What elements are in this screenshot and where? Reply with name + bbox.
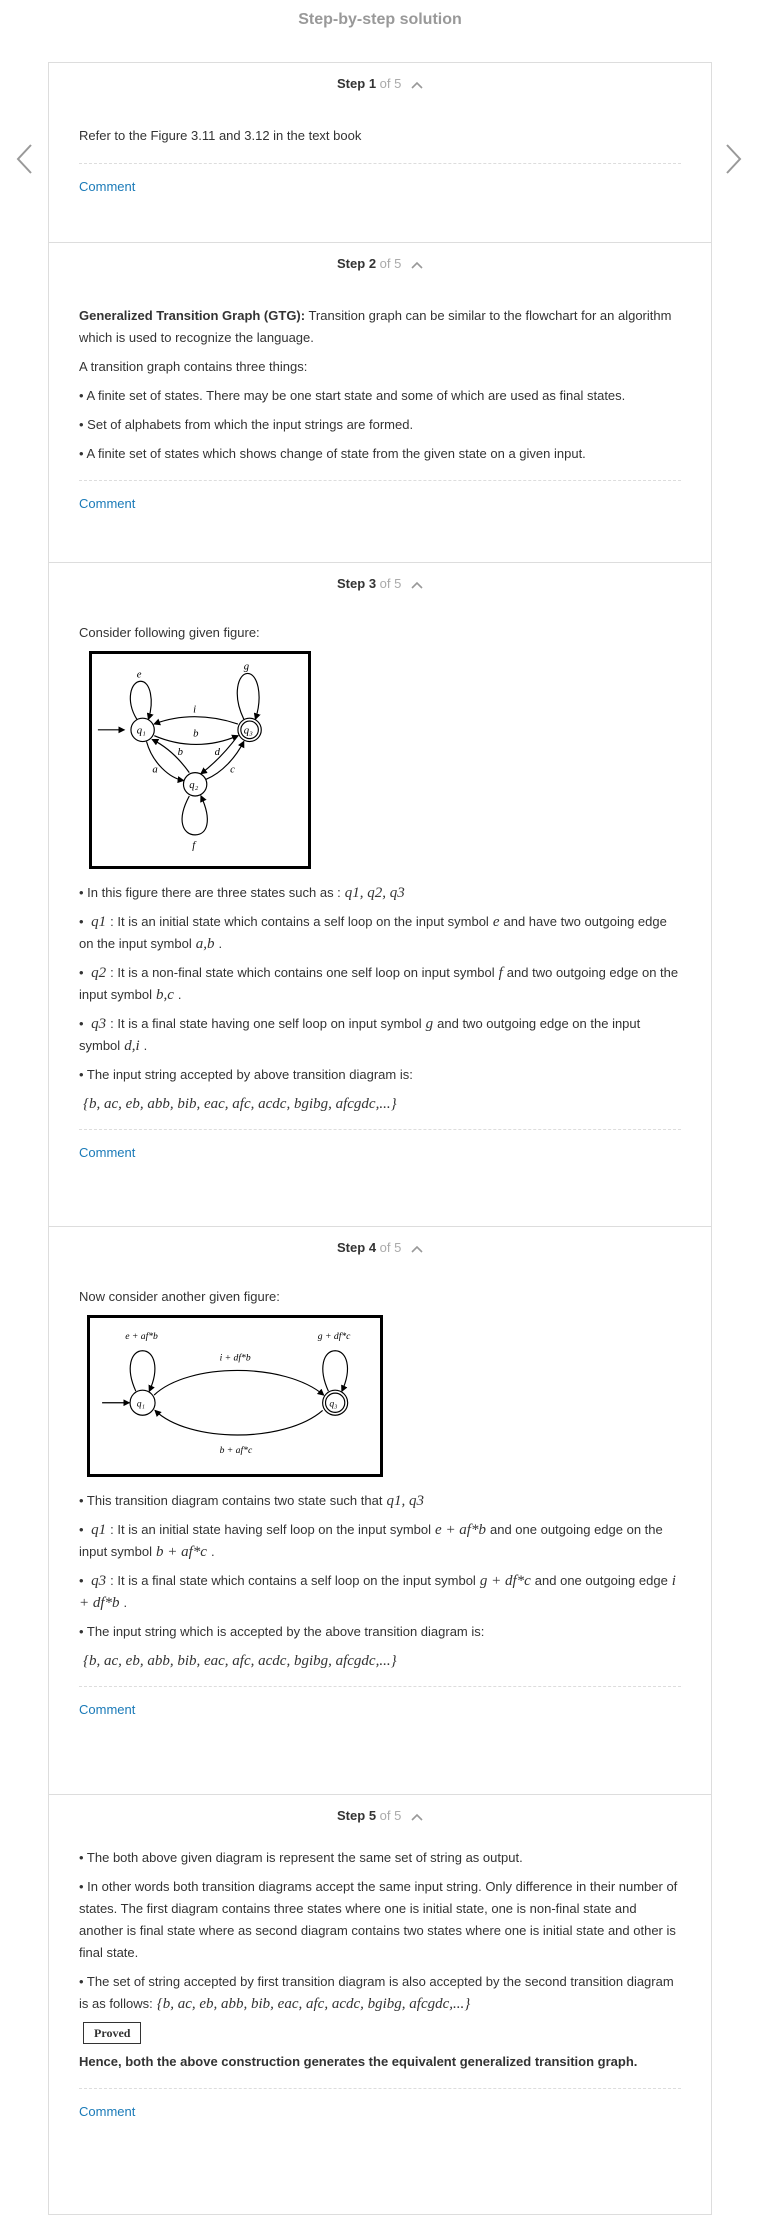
chevron-up-icon[interactable] <box>411 581 423 589</box>
proved-badge: Proved <box>83 2022 142 2044</box>
edge-label: g <box>244 661 250 673</box>
intro-text: A transition graph contains three things… <box>79 359 308 374</box>
string-set: {b, ac, eb, abb, bib, eac, afc, acdc, bg… <box>83 1096 397 1112</box>
list-item: • q2: It is a non-final state which cont… <box>79 965 679 1003</box>
comment-link[interactable]: Comment <box>79 1702 136 1717</box>
step-label: Step 2 <box>337 256 377 271</box>
step-count: of 5 <box>379 256 402 271</box>
state-label-q3: q₃ <box>244 725 253 737</box>
list-item: • The input string which is accepted by … <box>79 1624 485 1639</box>
step-label: Step 3 <box>337 576 377 591</box>
chevron-up-icon[interactable] <box>411 1813 423 1821</box>
state-label-q1: q₁ <box>137 1399 145 1410</box>
conclusion-text: Hence, both the above construction gener… <box>79 2054 638 2069</box>
edge-label: b <box>178 746 184 758</box>
transition-diagram-figure: q₁ q₃ e + af*b g + df*c i + df*b b + af*… <box>87 1315 383 1477</box>
step-header[interactable]: Step 2 of 5 <box>79 243 681 289</box>
string-set: {b, ac, eb, abb, bib, eac, afc, acdc, bg… <box>83 1653 397 1669</box>
step-header[interactable]: Step 1 of 5 <box>79 63 681 109</box>
page-title: Step-by-step solution <box>298 11 462 28</box>
list-item: • Set of alphabets from which the input … <box>79 417 414 432</box>
step-5: Step 5 of 5 • The both above given diagr… <box>49 1795 711 2215</box>
chevron-left-icon[interactable] <box>14 142 36 176</box>
edge-label: i <box>193 703 196 715</box>
list-item: • A finite set of states which shows cha… <box>79 446 586 461</box>
step-label: Step 5 <box>337 1808 377 1823</box>
divider <box>79 163 681 164</box>
list-item: • q3: It is a final state which contains… <box>79 1573 676 1611</box>
list-item: • The input string accepted by above tra… <box>79 1067 413 1082</box>
chevron-right-icon[interactable] <box>722 142 744 176</box>
state-label-q1: q₁ <box>137 725 146 737</box>
edge-label: e + af*b <box>125 1331 158 1342</box>
list-item: • The both above given diagram is repres… <box>79 1850 523 1865</box>
step-2: Step 2 of 5 Generalized Transition Graph… <box>49 243 711 563</box>
chevron-up-icon[interactable] <box>411 261 423 269</box>
step-3: Step 3 of 5 Consider following given fig… <box>49 563 711 1227</box>
edge-label: b + af*c <box>220 1445 253 1456</box>
comment-link[interactable]: Comment <box>79 1145 136 1160</box>
steps-container: Step 1 of 5 Refer to the Figure 3.11 and… <box>48 62 712 2215</box>
edge-label: g + df*c <box>318 1331 351 1342</box>
edge-label: f <box>192 839 197 851</box>
divider <box>79 1686 681 1687</box>
comment-link[interactable]: Comment <box>79 179 136 194</box>
step-header[interactable]: Step 5 of 5 <box>79 1795 681 1841</box>
divider <box>79 1129 681 1130</box>
definition-paragraph: Generalized Transition Graph (GTG): Tran… <box>79 305 681 349</box>
step-count: of 5 <box>379 1240 402 1255</box>
edge-label: e <box>137 668 142 680</box>
list-item: • The set of string accepted by first tr… <box>79 1974 674 2012</box>
edge-label: a <box>152 764 157 776</box>
divider <box>79 480 681 481</box>
proved-row: Proved <box>79 2022 681 2044</box>
step-4: Step 4 of 5 Now consider another given f… <box>49 1227 711 1795</box>
intro-text: Now consider another given figure: <box>79 1289 280 1304</box>
state-label-q2: q₂ <box>189 779 198 791</box>
state-label-q3: q₃ <box>329 1399 337 1410</box>
list-item: • q1: It is an initial state which conta… <box>79 914 667 952</box>
list-item: • In other words both transition diagram… <box>79 1879 678 1960</box>
edge-label: c <box>230 764 235 776</box>
step-header[interactable]: Step 4 of 5 <box>79 1227 681 1273</box>
step-count: of 5 <box>379 76 402 91</box>
step-label: Step 4 <box>337 1240 377 1255</box>
step-1: Step 1 of 5 Refer to the Figure 3.11 and… <box>49 63 711 243</box>
list-item: • This transition diagram contains two s… <box>79 1493 424 1509</box>
step-count: of 5 <box>379 576 402 591</box>
edge-label: d <box>215 746 221 758</box>
divider <box>79 2088 681 2089</box>
list-item: • A finite set of states. There may be o… <box>79 388 626 403</box>
intro-text: Consider following given figure: <box>79 625 260 640</box>
transition-diagram-figure: q₁ q₃ q₂ e g f i b b d a c <box>89 651 311 869</box>
step-count: of 5 <box>379 1808 402 1823</box>
term: Generalized Transition Graph (GTG): <box>79 308 306 323</box>
chevron-up-icon[interactable] <box>411 1245 423 1253</box>
edge-label: b <box>193 728 199 740</box>
edge-label: i + df*b <box>220 1352 251 1363</box>
list-item: • In this figure there are three states … <box>79 885 405 901</box>
comment-link[interactable]: Comment <box>79 496 136 511</box>
step-label: Step 1 <box>337 76 377 91</box>
list-item: • q3: It is a final state having one sel… <box>79 1016 641 1054</box>
chevron-up-icon[interactable] <box>411 81 423 89</box>
step-header[interactable]: Step 3 of 5 <box>79 563 681 609</box>
step-text: Refer to the Figure 3.11 and 3.12 in the… <box>79 128 362 143</box>
list-item: • q1: It is an initial state having self… <box>79 1522 663 1560</box>
comment-link[interactable]: Comment <box>79 2104 136 2119</box>
definition: Transition graph can be similar to the f… <box>79 308 672 345</box>
